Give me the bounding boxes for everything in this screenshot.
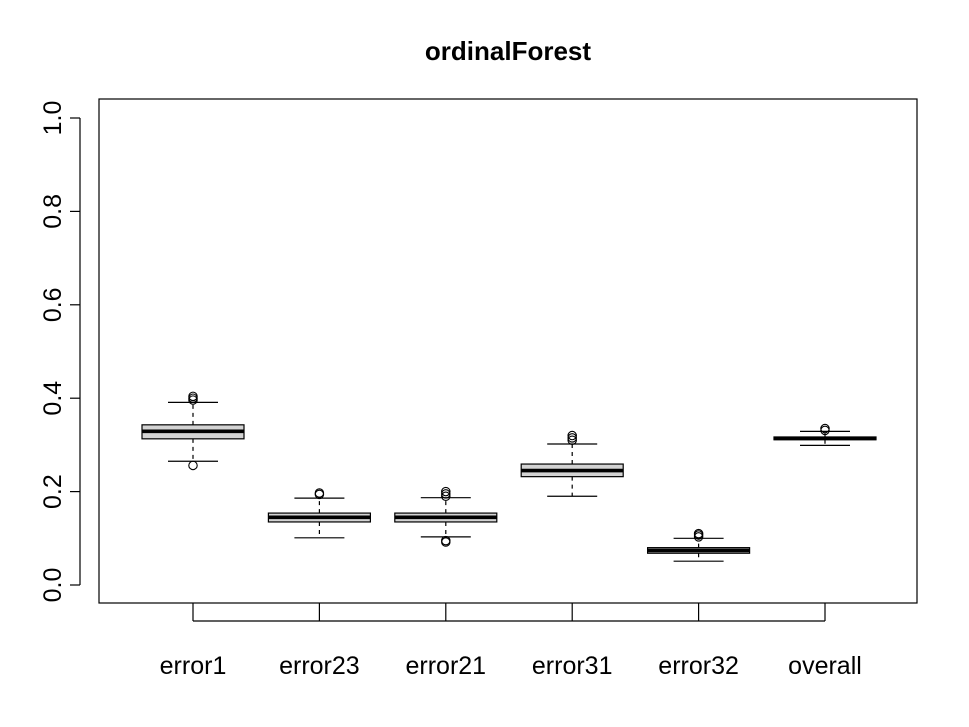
- x-axis: error1 error23 error21 error31 error32 overal…: [160, 603, 862, 680]
- x-tick-label: error32: [658, 652, 739, 680]
- y-tick-label: 0.2: [39, 474, 67, 509]
- outlier-point: [314, 488, 325, 498]
- box-error1: [141, 391, 245, 471]
- x-tick-label: error21: [406, 652, 487, 680]
- outlier-point: [820, 423, 830, 434]
- box-error32: [646, 528, 751, 562]
- boxes: [141, 391, 877, 562]
- y-tick-label: 0.8: [39, 194, 67, 229]
- x-tick-label: error1: [160, 652, 227, 680]
- x-tick-label: error31: [532, 652, 613, 680]
- box-overall: [773, 423, 877, 446]
- outlier-point: [567, 433, 577, 443]
- chart-title: ordinalForest: [425, 36, 591, 66]
- outlier-point: [188, 391, 198, 402]
- outlier-point: [567, 430, 577, 441]
- outlier-point: [441, 489, 451, 499]
- y-axis: 0.0 0.2 0.4 0.6 0.8 1.0: [39, 101, 81, 603]
- outlier-point: [441, 535, 451, 546]
- box-error21: [394, 486, 498, 547]
- x-tick-label: error23: [279, 652, 360, 680]
- y-tick-label: 0.6: [39, 287, 67, 322]
- outlier-point: [693, 528, 704, 539]
- outlier-point: [441, 491, 451, 502]
- y-tick-label: 0.0: [39, 568, 67, 603]
- y-tick-label: 0.4: [39, 381, 67, 416]
- outlier-point: [188, 460, 198, 471]
- outlier-point: [567, 435, 577, 445]
- y-tick-label: 1.0: [39, 101, 67, 136]
- plot-frame: [98, 98, 918, 604]
- outlier-point: [188, 393, 198, 403]
- outlier-point: [441, 486, 451, 497]
- box-error31: [520, 430, 624, 497]
- box-error23: [267, 488, 371, 539]
- x-tick-label: overall: [788, 652, 862, 680]
